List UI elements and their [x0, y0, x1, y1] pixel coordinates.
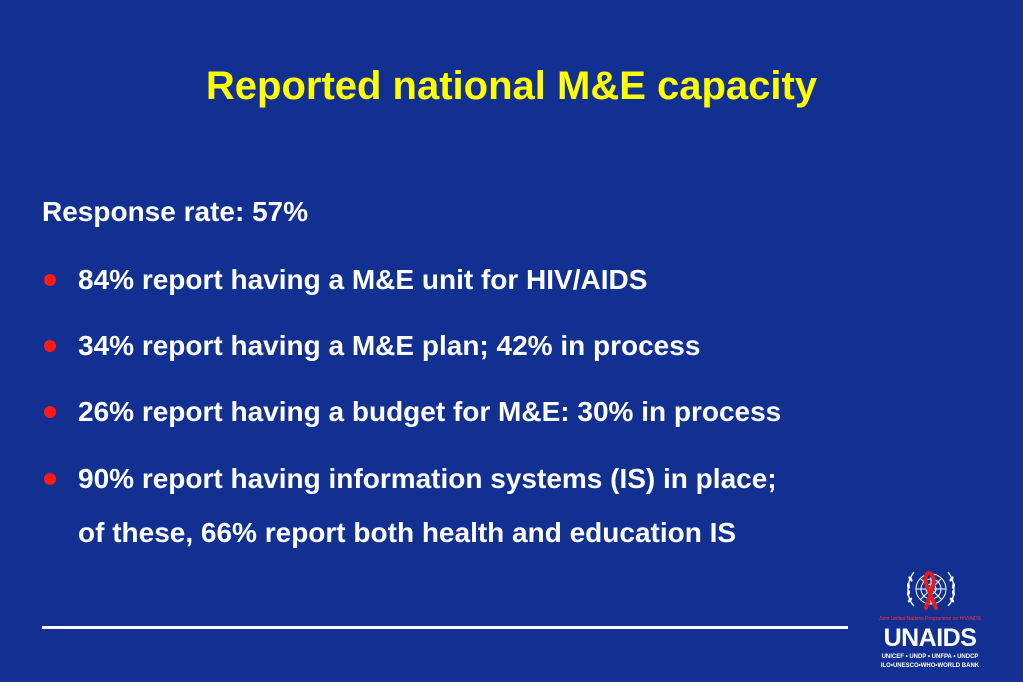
- bullet-text-line-2: of these, 66% report both health and edu…: [78, 517, 737, 548]
- footer-divider: [42, 626, 848, 629]
- bullet-dot-icon: [44, 340, 56, 352]
- bullet-text: 34% report having a M&E plan; 42% in pro…: [78, 330, 701, 361]
- logo-tagline: Joint United Nations Programme on HIV/AI…: [879, 616, 981, 622]
- bullet-dot-icon: [44, 274, 56, 286]
- bullet-text-line-1: 90% report having information systems (I…: [78, 463, 777, 494]
- bullet-item: 84% report having a M&E unit for HIV/AID…: [42, 258, 992, 302]
- bullet-list: 84% report having a M&E unit for HIV/AID…: [42, 258, 992, 582]
- bullet-text: 26% report having a budget for M&E: 30% …: [78, 396, 782, 427]
- logo-wordmark: UNAIDS: [883, 624, 977, 652]
- logo-cosponsors-line-2: ILO•UNESCO•WHO•WORLD BANK: [880, 663, 980, 669]
- bullet-item: 90% report having information systems (I…: [42, 452, 992, 560]
- bullet-text: 84% report having a M&E unit for HIV/AID…: [78, 264, 648, 295]
- un-emblem-red-ribbon-icon: [906, 570, 956, 610]
- bullet-item: 26% report having a budget for M&E: 30% …: [42, 390, 992, 434]
- bullet-dot-icon: [44, 473, 56, 485]
- bullet-item: 34% report having a M&E plan; 42% in pro…: [42, 324, 992, 368]
- logo-cosponsors-line-1: UNICEF • UNDP • UNFPA • UNDCP: [881, 654, 979, 660]
- unaids-logo: Joint United Nations Programme on HIV/AI…: [872, 562, 988, 672]
- response-rate-text: Response rate: 57%: [42, 196, 309, 227]
- bullet-dot-icon: [44, 406, 56, 418]
- slide-title: Reported national M&E capacity: [205, 64, 818, 108]
